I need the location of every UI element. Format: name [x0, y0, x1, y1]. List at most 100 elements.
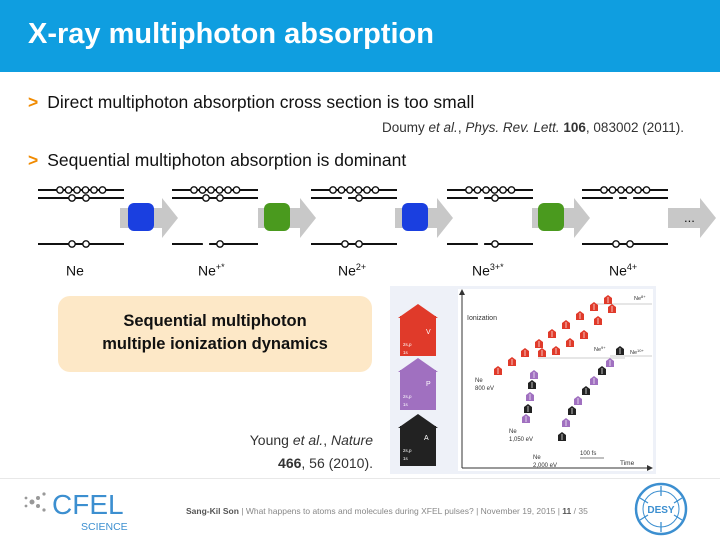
electron-1s [626, 240, 634, 248]
footer-info: Sang-Kil Son | What happens to atoms and… [186, 506, 588, 516]
electron-1s [216, 240, 224, 248]
auger-marker [524, 404, 532, 413]
ion-label-ne: Ne [66, 262, 84, 279]
electron-2p [608, 186, 617, 194]
valence-marker [548, 329, 556, 338]
bullet-text: Sequential multiphoton absorption is dom… [47, 150, 407, 170]
electron-2s [216, 194, 224, 202]
electron-2p [634, 186, 642, 194]
core-marker [590, 376, 598, 385]
svg-text:800 eV: 800 eV [475, 386, 494, 392]
ion-label-ne-plus-star: Ne+* [198, 262, 225, 279]
photon-green-2 [538, 203, 564, 231]
electron-2p [363, 186, 371, 194]
electron-1s [82, 240, 90, 248]
desy-logo: DESY [634, 482, 688, 536]
hole-1s [477, 240, 485, 248]
electron-2p [224, 186, 232, 194]
valence-marker [521, 348, 529, 357]
svg-text:2s,p: 2s,p [403, 394, 412, 399]
electron-2s [491, 194, 499, 202]
svg-text:1s: 1s [403, 456, 409, 461]
electron-2p [490, 186, 499, 194]
svg-text:Ne: Ne [475, 378, 483, 384]
electron-2s [68, 194, 76, 202]
time-axis-label: Time [620, 460, 635, 467]
cfel-subtitle: SCIENCE [81, 521, 128, 533]
slide-title: X-ray multiphoton absorption [28, 18, 434, 50]
ion-label-ne-2plus: Ne2+ [338, 262, 367, 279]
bullet-text: Direct multiphoton absorption cross sect… [47, 92, 475, 112]
core-marker [606, 358, 614, 367]
desy-rays-icon [639, 486, 683, 532]
auger-marker [526, 392, 534, 401]
ion-label-ne-3plus-star: Ne3+* [472, 262, 504, 279]
time-scale-label: 100 fs [580, 451, 596, 457]
hole-2s [612, 194, 620, 202]
box-line-1: Sequential multiphoton [123, 312, 307, 330]
core-marker [616, 346, 624, 355]
svg-text:A: A [424, 435, 429, 442]
valence-marker [562, 320, 570, 329]
electron-2p [190, 186, 198, 194]
electron-2p [56, 186, 64, 194]
hole-2s [626, 194, 634, 202]
electron-2p [73, 186, 81, 194]
reference-doumy: Doumy et al., Phys. Rev. Lett. 106, 0830… [382, 120, 684, 135]
valence-marker [576, 311, 584, 320]
electron-2p [81, 186, 90, 194]
transition-arrow-5 [668, 198, 716, 238]
electron-2p [98, 186, 107, 194]
ion-ne9-label: Ne9+ [594, 345, 606, 353]
electron-2p [329, 186, 337, 194]
svg-text:2s,p: 2s,p [403, 448, 412, 453]
core-marker [574, 396, 582, 405]
cfel-logo: CFEL SCIENCE [24, 489, 128, 533]
electron-2p [642, 186, 651, 194]
core-marker [562, 418, 570, 427]
svg-text:1s: 1s [403, 402, 409, 407]
core-marker [558, 432, 566, 441]
reference-young-line-2: 466, 56 (2010). [278, 455, 373, 471]
electron-2p [473, 186, 482, 194]
electron-2p [198, 186, 207, 194]
ionization-dynamics-figure: Ionization Time 100 fs Ne8+ Ne9+ Ne10+ N… [390, 286, 656, 474]
energy-labels: Ne 800 eV Ne 1,050 eV Ne 2,000 eV [475, 378, 557, 469]
cfel-wordmark: CFEL [52, 489, 124, 520]
electron-1s [355, 240, 363, 248]
electron-2p [371, 186, 380, 194]
svg-text:V: V [426, 329, 431, 336]
electron-2p [499, 186, 507, 194]
electron-2p [617, 186, 625, 194]
reference-young-line-1: Young et al., Nature [249, 432, 373, 448]
photon-blue-1 [128, 203, 154, 231]
electron-2p [64, 186, 73, 194]
svg-text:1,050 eV: 1,050 eV [509, 437, 533, 443]
svg-text:2,000 eV: 2,000 eV [533, 463, 557, 469]
svg-text:Ne: Ne [509, 429, 517, 435]
electron-1s [491, 240, 499, 248]
electron-2p [507, 186, 516, 194]
auger-marker [530, 370, 538, 379]
core-marker [598, 366, 606, 375]
title-bar: X-ray multiphoton absorption [0, 0, 720, 72]
valence-marker [604, 295, 612, 304]
hole-1s [202, 240, 210, 248]
electron-1s [68, 240, 76, 248]
cfel-dots-icon [24, 492, 46, 512]
continuation-ellipsis: ... [684, 210, 695, 225]
electron-2p [346, 186, 354, 194]
svg-text:Ne: Ne [533, 455, 541, 461]
footer-separator [0, 478, 720, 479]
svg-text:P: P [426, 381, 431, 388]
dynamics-highlight-box: Sequential multiphoton multiple ionizati… [58, 296, 372, 372]
hole-2s [341, 194, 349, 202]
bullet-marker: > [28, 150, 39, 170]
ion-ne8-label: Ne8+ [634, 294, 646, 302]
electron-1s [612, 240, 620, 248]
level-diagram-ne-plus-star [172, 186, 258, 248]
ion-ne10-label: Ne10+ [630, 348, 644, 356]
electron-2p [354, 186, 363, 194]
valence-marker [566, 338, 574, 347]
bullet-2: > Sequential multiphoton absorption is do… [28, 150, 406, 171]
